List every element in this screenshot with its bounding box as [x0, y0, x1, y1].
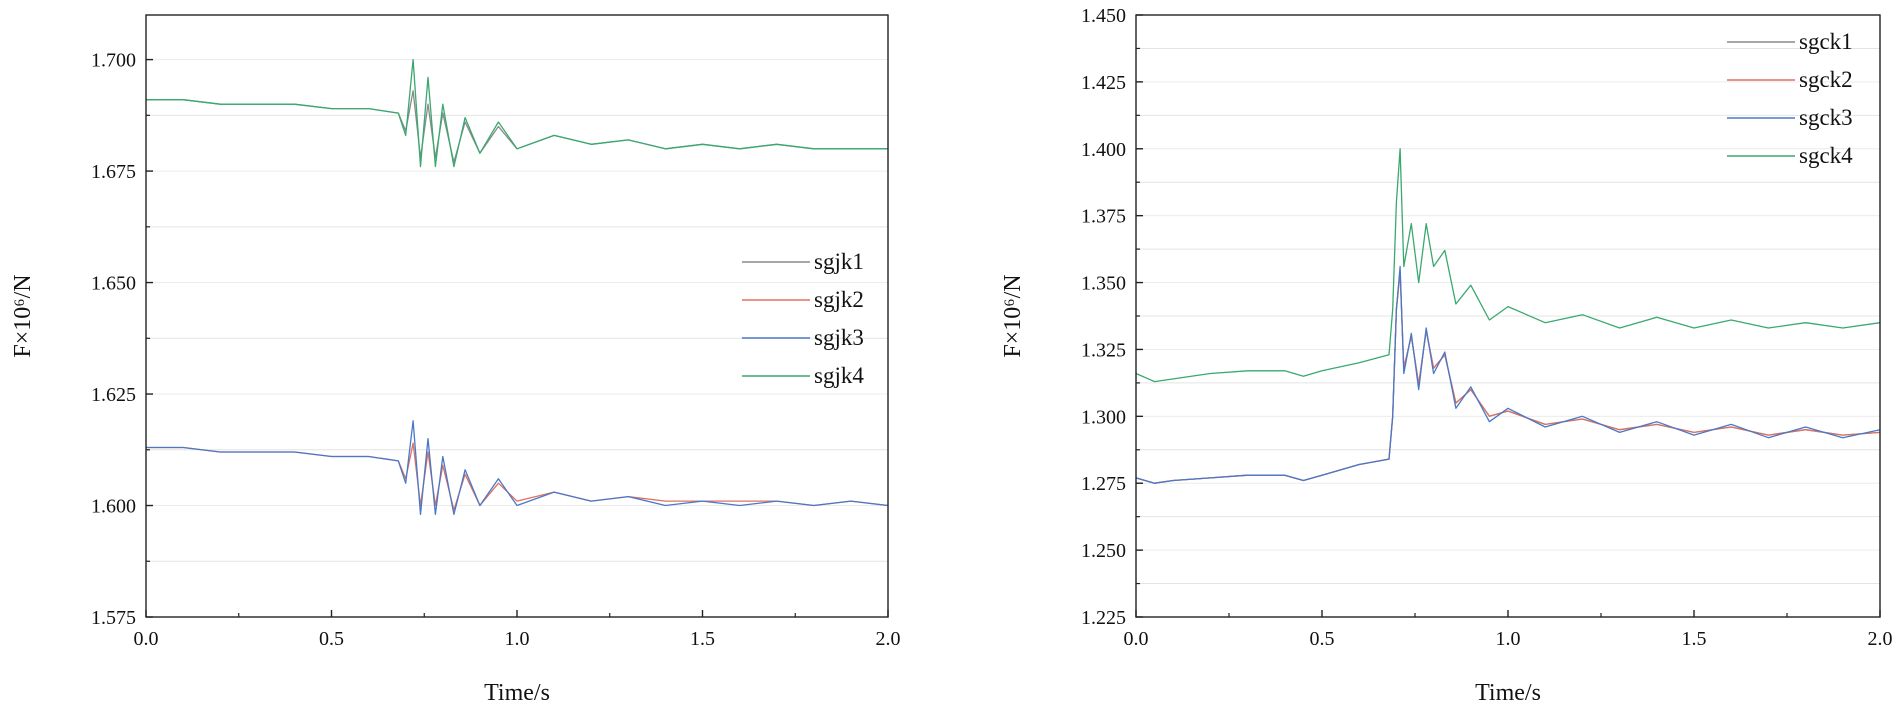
x-tick-label: 0.0	[1124, 628, 1149, 650]
y-tick-label: 1.700	[91, 50, 136, 72]
series-line-sgjk3	[146, 420, 889, 516]
y-tick-label: 1.325	[1081, 339, 1126, 361]
series-line-sgjk1	[146, 90, 888, 163]
x-tick-label: 2.0	[876, 628, 901, 650]
y-tick-label: 1.450	[1081, 5, 1126, 27]
y-tick-label: 1.350	[1081, 273, 1126, 295]
y-tick-label: 1.275	[1081, 473, 1126, 495]
series-line-sgck1	[1135, 271, 1881, 484]
y-axis-label: F×10⁶/N	[10, 274, 36, 357]
y-tick-label: 1.225	[1081, 607, 1126, 629]
x-tick-label: 0.0	[134, 628, 159, 650]
x-axis-label: Time/s	[484, 680, 550, 706]
right-chart-panel: 1.225 1.250 1.275 1.300 1.325 1.350 1.375 1.400…	[1000, 5, 1893, 706]
legend-label-sgck1: sgck1	[1799, 29, 1853, 54]
y-tick-label: 1.400	[1081, 139, 1126, 161]
y-tick-label: 1.675	[91, 161, 136, 183]
y-tick-label: 1.575	[91, 607, 136, 629]
x-tick-label: 1.0	[505, 628, 530, 650]
legend-label-sgck4: sgck4	[1799, 143, 1853, 168]
x-tick-label: 0.5	[1310, 628, 1335, 650]
series-line-sgjk2	[146, 442, 889, 511]
y-tick-label: 1.375	[1081, 206, 1126, 228]
legend-label-sgjk2: sgjk2	[814, 287, 864, 312]
y-tick-label: 1.300	[1081, 406, 1126, 428]
y-tick-label: 1.600	[91, 496, 136, 518]
legend-label-sgjk1: sgjk1	[814, 249, 864, 274]
x-tick-label: 2.0	[1868, 628, 1893, 650]
legend-label-sgjk4: sgjk4	[814, 363, 864, 388]
x-tick-label: 1.5	[1682, 628, 1707, 650]
plot-frame	[145, 14, 889, 618]
x-axis-label: Time/s	[1475, 680, 1541, 706]
legend-label-sgjk3: sgjk3	[814, 325, 864, 350]
x-tick-label: 1.5	[690, 628, 715, 650]
legend-label-sgck2: sgck2	[1799, 67, 1853, 92]
left-chart-panel: 1.575 1.600 1.625 1.650 1.675 1.700 0.0 0.5 1.0 1…	[10, 14, 901, 706]
x-tick-label: 0.5	[319, 628, 344, 650]
y-axis-label: F×10⁶/N	[1000, 274, 1026, 357]
series-line-sgjk4	[146, 58, 888, 168]
series-line-sgck3	[1135, 265, 1881, 484]
series-line-sgck4	[1135, 148, 1881, 383]
y-tick-label: 1.425	[1081, 72, 1126, 94]
y-tick-label: 1.250	[1081, 540, 1126, 562]
legend-label-sgck3: sgck3	[1799, 105, 1853, 130]
y-tick-label: 1.650	[91, 273, 136, 295]
y-tick-label: 1.625	[91, 384, 136, 406]
series-line-sgck2	[1135, 271, 1881, 484]
x-tick-label: 1.0	[1496, 628, 1521, 650]
